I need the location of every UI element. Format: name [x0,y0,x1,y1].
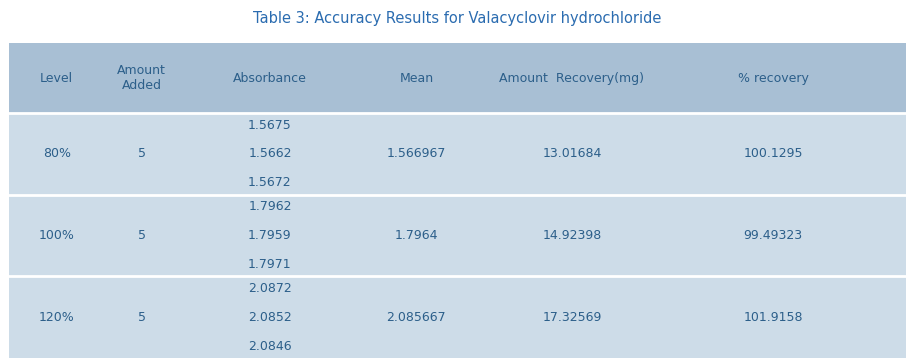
FancyBboxPatch shape [9,277,906,358]
Text: Absorbance: Absorbance [233,72,307,85]
Text: 5: 5 [138,147,145,160]
Text: Mean: Mean [399,72,434,85]
Text: % recovery: % recovery [737,72,809,85]
FancyBboxPatch shape [9,113,906,195]
Text: 1.7971: 1.7971 [248,258,292,271]
Text: 2.0872: 2.0872 [248,282,292,295]
Text: Level: Level [40,72,73,85]
Text: 1.5675: 1.5675 [248,118,292,131]
FancyBboxPatch shape [9,43,906,113]
Text: 99.49323: 99.49323 [744,229,802,242]
Text: 1.5672: 1.5672 [248,176,292,189]
Text: 14.92398: 14.92398 [543,229,601,242]
Text: Table 3: Accuracy Results for Valacyclovir hydrochloride: Table 3: Accuracy Results for Valacyclov… [253,11,662,26]
Text: 2.085667: 2.085667 [386,311,447,324]
Text: 5: 5 [138,311,145,324]
Text: 100%: 100% [38,229,75,242]
Text: 13.01684: 13.01684 [543,147,601,160]
Text: 80%: 80% [43,147,70,160]
Text: 5: 5 [138,229,145,242]
Text: 2.0852: 2.0852 [248,311,292,324]
Text: 120%: 120% [38,311,75,324]
Text: 1.566967: 1.566967 [387,147,446,160]
Text: Amount  Recovery(mg): Amount Recovery(mg) [500,72,644,85]
Text: 17.32569: 17.32569 [543,311,601,324]
Text: 100.1295: 100.1295 [743,147,803,160]
Text: 1.7959: 1.7959 [248,229,292,242]
Text: 1.7962: 1.7962 [248,201,292,213]
Text: 1.7964: 1.7964 [394,229,438,242]
Text: 2.0846: 2.0846 [248,340,292,353]
Text: Amount
Added: Amount Added [117,64,167,92]
Text: 101.9158: 101.9158 [743,311,803,324]
Text: 1.5662: 1.5662 [248,147,292,160]
FancyBboxPatch shape [9,195,906,277]
